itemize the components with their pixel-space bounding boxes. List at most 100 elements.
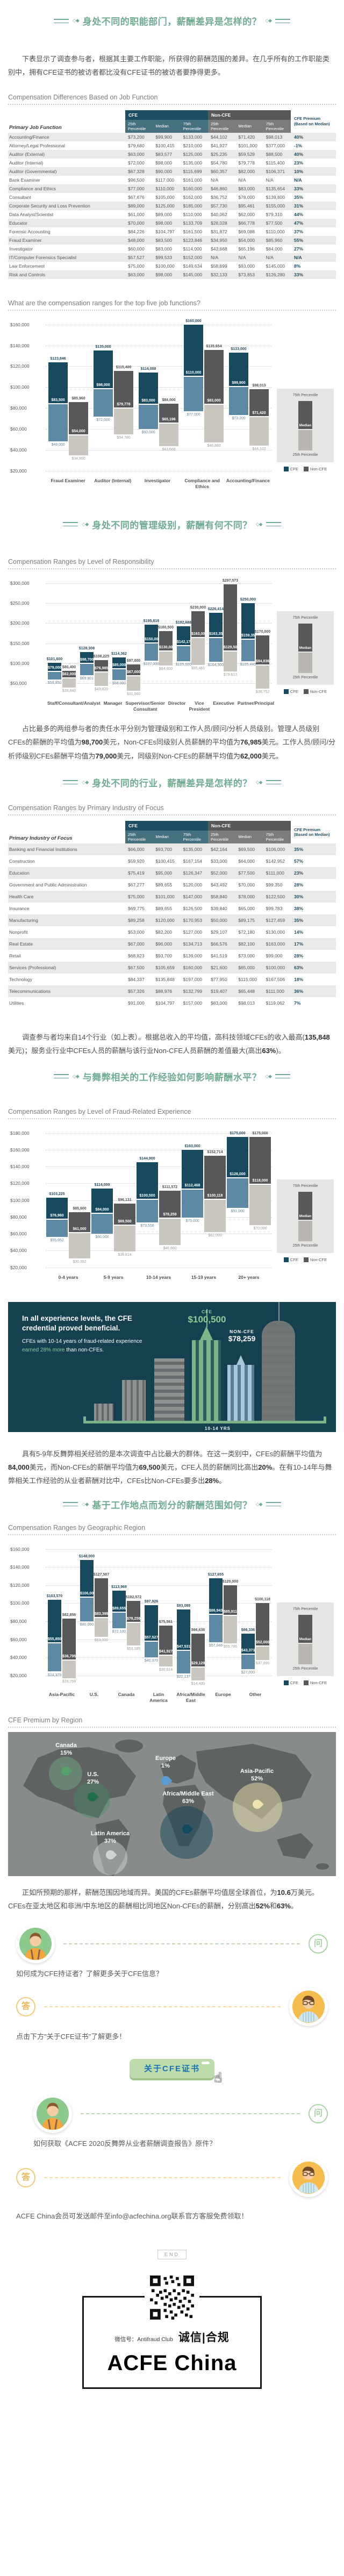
cell-value: $77,500 bbox=[266, 220, 283, 226]
category-label: Accounting/Finance bbox=[226, 477, 270, 483]
cell-value: $123,846 bbox=[183, 237, 203, 243]
cell-value: $132,799 bbox=[183, 988, 203, 994]
table-sub-header: 75th Percentile bbox=[180, 119, 208, 133]
cell-value: $135,654 bbox=[266, 185, 285, 191]
cell-value: $78,000 bbox=[238, 194, 255, 200]
cell-value: 28% bbox=[294, 882, 304, 888]
cell-value: $69,088 bbox=[238, 228, 255, 234]
table-row: Construction $59,920 $100,415 $167,154 $33,0… bbox=[8, 855, 336, 867]
cell-value: $25,235 bbox=[210, 151, 227, 157]
axis-tick-label: $140,000 bbox=[10, 1564, 30, 1570]
cell-value: $110,000 bbox=[183, 211, 202, 217]
gridline bbox=[46, 1200, 271, 1201]
cell-value: 8% bbox=[294, 263, 301, 269]
cell-value: $63,000 bbox=[128, 151, 145, 157]
table-row: Investigator $60,000 $83,000 $114,000 $43,66… bbox=[8, 245, 336, 253]
table-sub-header: 25th Percentile bbox=[125, 830, 153, 843]
cell-value: $65,448 bbox=[238, 988, 255, 994]
row-label: Auditor (External) bbox=[9, 151, 45, 157]
diamond-decoration: ◇◆ bbox=[255, 779, 263, 785]
cfe-range-bar: $114,000 $84,000 $60,000 bbox=[91, 1183, 113, 1239]
category-label: Staff/Consultant/Analyst bbox=[47, 700, 101, 706]
cell-value: $96,000 bbox=[155, 941, 173, 947]
cell-value: $170,953 bbox=[183, 917, 203, 923]
dashed-connector bbox=[44, 2006, 281, 2008]
dashed-connector bbox=[44, 2177, 281, 2178]
cell-value: $69,500 bbox=[238, 846, 255, 852]
cfe-range-bar: $192,688 $142,171 $105,600 bbox=[175, 620, 193, 667]
cell-value: $84,226 bbox=[128, 228, 145, 234]
axis-tick-label: $160,000 bbox=[10, 321, 30, 327]
cell-value: $98,000 bbox=[155, 160, 173, 166]
cell-value: $96,500 bbox=[128, 177, 145, 183]
paragraph-experience: 具有5-9年反舞弊相关经验的是本次调查中占比最大的群体。在这一类别中，CFEs的… bbox=[8, 1449, 332, 1485]
cell-value: $127,459 bbox=[266, 917, 285, 923]
boy-avatar-icon bbox=[19, 1928, 52, 1960]
cell-value: $105,000 bbox=[155, 194, 175, 200]
cell-value: 57% bbox=[294, 858, 304, 864]
noncfe-range-bar: $80,400 $62,000 $39,840 bbox=[62, 666, 76, 693]
cell-value: $89,258 bbox=[128, 917, 145, 923]
cell-value: $149,634 bbox=[183, 263, 203, 269]
cell-value: $98,013 bbox=[238, 1000, 255, 1006]
cell-value: N/A bbox=[238, 254, 246, 260]
cfe-range-bar: $160,000 $112,468 $79,000 bbox=[182, 1144, 203, 1223]
cell-value: $67,500 bbox=[128, 964, 145, 970]
axis-tick-label: $200,000 bbox=[10, 620, 30, 626]
category-label: Fraud Examiner bbox=[51, 477, 85, 483]
table-label-header: Primary Industry of Focus bbox=[8, 820, 125, 843]
cell-value: $100,415 bbox=[155, 858, 175, 864]
cell-value: $95,000 bbox=[155, 870, 173, 876]
cell-value: $90,000 bbox=[155, 168, 173, 174]
table-row: Government and Public Administration $67,… bbox=[8, 879, 336, 891]
cell-value: $32,133 bbox=[210, 271, 227, 277]
axis-tick-label: $140,000 bbox=[10, 1164, 30, 1170]
cell-value: 55% bbox=[294, 237, 304, 243]
table-sub-header: 75th Percentile bbox=[263, 119, 291, 133]
cell-value: $130,000 bbox=[266, 929, 285, 935]
cell-value: $377,000 bbox=[266, 142, 285, 148]
chart1-title: What are the compensation ranges for the… bbox=[8, 299, 336, 311]
cell-value: $167,506 bbox=[266, 976, 285, 982]
axis-tick-label: $40,000 bbox=[10, 1248, 27, 1254]
cell-value: 47% bbox=[294, 220, 304, 226]
cell-value: $66,778 bbox=[238, 220, 255, 226]
question-icon: 问 bbox=[309, 2104, 328, 2124]
answer1-row: 答 bbox=[16, 1987, 328, 2027]
category-label: Compliance and Ethics bbox=[184, 477, 220, 489]
divider-line bbox=[266, 522, 281, 527]
cell-value: $58,699 bbox=[210, 263, 227, 269]
cell-value: 38% bbox=[294, 905, 304, 911]
gridline bbox=[46, 623, 271, 624]
row-label: Corporate Security and Loss Prevention bbox=[9, 203, 90, 209]
answer-avatar bbox=[289, 1987, 328, 2027]
divider-line bbox=[275, 18, 291, 23]
category-label: 10-14 years bbox=[146, 1274, 171, 1280]
cell-value: $93,000 bbox=[238, 263, 255, 269]
bar-group: $250,000 $159,359 $105,440 $170,000 $94,836 $… bbox=[239, 583, 271, 694]
table-label-header: Primary Job Function bbox=[8, 110, 125, 133]
cell-value: 17% bbox=[294, 941, 304, 947]
row-label: Accounting/Finance bbox=[9, 134, 49, 140]
cell-value: 7% bbox=[294, 1000, 301, 1006]
cfe-range-bar: $114,000 $83,000 $60,000 bbox=[139, 367, 158, 434]
cell-value: $115,000 bbox=[238, 976, 257, 982]
table-row: Banking and Financial Institutions $66,00… bbox=[8, 843, 336, 855]
cell-value: $21,600 bbox=[210, 964, 227, 970]
footer-card: 微信号：Antifraud Club 诚信|合规 ACFE China bbox=[82, 2272, 262, 2389]
axis-tick-label: $120,000 bbox=[10, 1180, 30, 1186]
about-cfe-button[interactable]: 关于CFE证书 ☝ bbox=[130, 2059, 222, 2085]
cell-value: $75,419 bbox=[128, 870, 145, 876]
gridline bbox=[46, 643, 271, 644]
bar-group: $123,846 $83,500 $48,000 $85,960 $54,000 $34,… bbox=[46, 325, 91, 471]
cell-value: $19,407 bbox=[210, 988, 227, 994]
cell-value: $99,000 bbox=[266, 953, 283, 958]
europe-label: Europe 1% bbox=[155, 1755, 176, 1770]
cell-value: $104,797 bbox=[155, 1000, 175, 1006]
row-label: Health Care bbox=[9, 893, 34, 899]
section-title-experience: ◇◆ 与舞弊相关的工作经验如何影响薪酬水平？ ◇◆ bbox=[0, 1070, 344, 1083]
cfe-range-bar: $160,000 $110,000 $77,000 bbox=[184, 319, 203, 417]
cell-value: $145,000 bbox=[183, 271, 203, 277]
noncfe-range-bar: $152,714 $100,118 $62,000 bbox=[204, 1150, 226, 1237]
axis-tick-label: $140,000 bbox=[10, 342, 30, 348]
